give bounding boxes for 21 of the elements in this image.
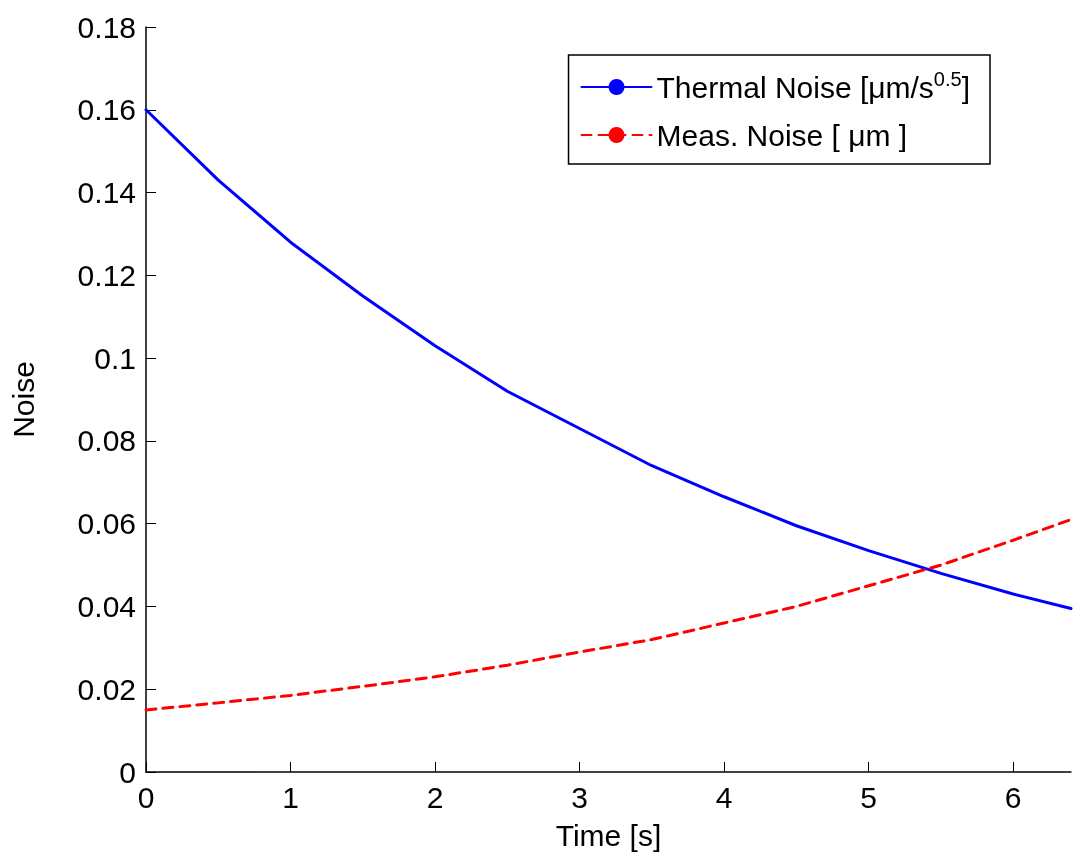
line-series: [144, 518, 1073, 712]
y-tick-label: 0.02: [77, 672, 136, 706]
x-tick-label: 6: [1004, 780, 1022, 814]
x-axis-title: Time [s]: [555, 818, 662, 852]
y-axis-title: Noise: [6, 361, 40, 438]
y-tick-label: 0.08: [77, 424, 136, 458]
y-tick-label: 0.04: [77, 589, 136, 623]
x-tick-label: 4: [715, 780, 733, 814]
y-tick-label: 0.18: [77, 10, 136, 44]
y-tick-label: 0.14: [77, 176, 136, 210]
y-tick-label: 0.16: [77, 93, 136, 127]
y-tick-label: 0.1: [94, 341, 136, 375]
x-tick-label: 3: [571, 780, 588, 814]
x-tick-label: 5: [860, 780, 877, 814]
y-tick-label: 0.06: [77, 507, 136, 541]
x-tick-label: 1: [282, 780, 299, 814]
y-tick-label: 0.12: [77, 258, 136, 292]
x-tick-label: 2: [426, 780, 444, 814]
legend-label: Meas. Noise [ μm ]: [656, 118, 908, 152]
line-series: [144, 108, 1073, 611]
y-tick-label: 0: [119, 755, 136, 789]
